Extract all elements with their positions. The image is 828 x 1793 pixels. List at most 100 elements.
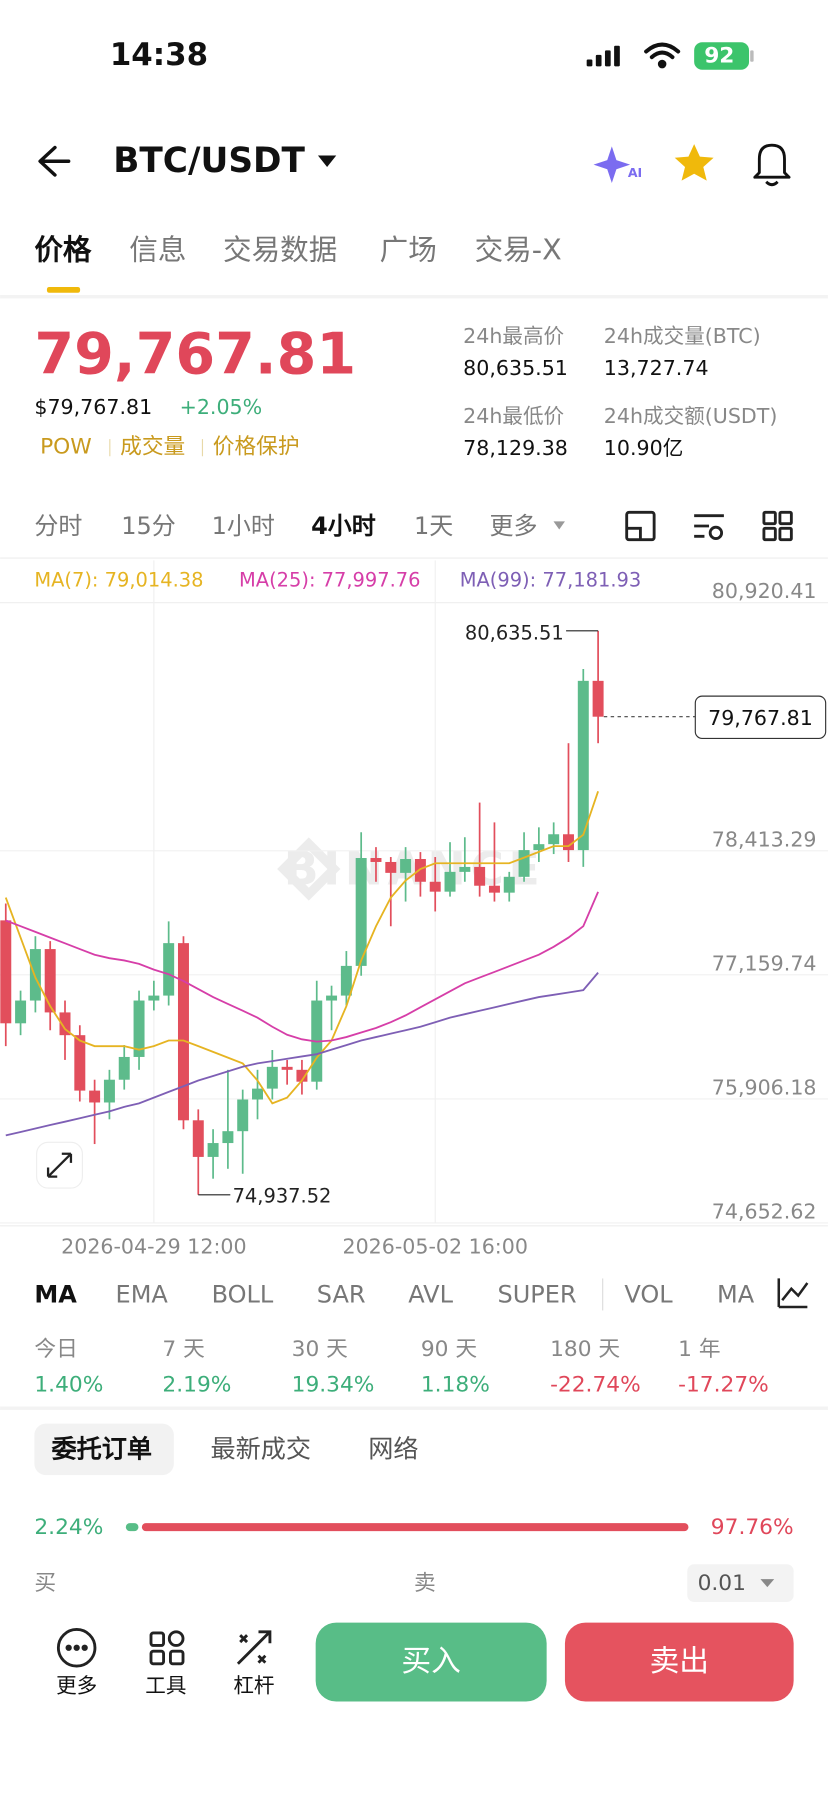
wifi-icon	[644, 42, 681, 69]
candle-body	[340, 965, 352, 996]
order-tab[interactable]: 网络	[368, 1434, 418, 1463]
performance-period: 180 天	[550, 1337, 620, 1362]
toolbar-label[interactable]: 杠杆	[233, 1674, 274, 1698]
stat-value: 13,727.74	[604, 356, 709, 380]
stat-label: 24h成交量(BTC)	[604, 324, 761, 348]
order-tab[interactable]: 最新成交	[210, 1434, 311, 1463]
candle-body	[163, 943, 175, 996]
stat-value: 78,129.38	[463, 436, 568, 460]
candle-body	[577, 680, 589, 851]
candle-body	[103, 1079, 115, 1103]
performance-period: 今日	[34, 1337, 77, 1362]
candle-body	[548, 834, 560, 845]
y-tick-label: 78,413.29	[712, 827, 817, 851]
interval-tab[interactable]: 4小时	[311, 512, 376, 540]
chart-tool-icons[interactable]	[625, 510, 793, 542]
stat-label: 24h成交额(USDT)	[604, 404, 778, 428]
divider	[0, 1406, 828, 1410]
indicator-tab[interactable]: AVL	[408, 1280, 453, 1308]
candle-body	[518, 850, 530, 877]
indicator-tab[interactable]: BOLL	[212, 1280, 274, 1308]
buy-ratio-bar	[125, 1523, 139, 1532]
indicator-settings[interactable]	[777, 1278, 809, 1309]
performance-change: 1.40%	[34, 1372, 103, 1397]
toolbar-icons[interactable]	[56, 1628, 272, 1668]
pair-dropdown[interactable]	[317, 155, 337, 167]
candle-body	[400, 859, 412, 873]
toolbar-label[interactable]: 工具	[145, 1674, 186, 1698]
interval-tab[interactable]: 15分	[121, 512, 176, 540]
candle-body	[252, 1088, 264, 1100]
pair-title[interactable]: BTC/USDT	[113, 141, 305, 181]
indicator-tab[interactable]: SUPER	[497, 1280, 576, 1308]
back-button[interactable]	[38, 145, 71, 177]
performance-change: 2.19%	[162, 1372, 231, 1397]
buy-button-label[interactable]: 买入	[401, 1644, 460, 1679]
ai-button[interactable]: AI	[593, 146, 643, 183]
tab[interactable]: 广场	[380, 232, 437, 266]
sell-column: 卖	[414, 1571, 436, 1596]
candle-body	[370, 858, 382, 862]
price-change: +2.05%	[180, 395, 263, 419]
buy-column: 买	[34, 1571, 56, 1596]
y-tick-label: 80,920.41	[712, 579, 817, 603]
more-dropdown[interactable]	[553, 521, 565, 530]
stat-label: 24h最低价	[463, 404, 564, 428]
tab[interactable]: 信息	[129, 232, 186, 266]
status-time: 14:38	[110, 37, 208, 73]
candle-body	[133, 1000, 145, 1057]
performance-change: 19.34%	[292, 1372, 375, 1397]
candle-body	[488, 885, 500, 893]
indicator-tab[interactable]: SAR	[317, 1280, 366, 1308]
price-tag[interactable]: 成交量	[120, 435, 185, 460]
stat-value: 80,635.51	[463, 356, 568, 380]
high-label: 80,635.51	[465, 622, 564, 645]
precision-value: 0.01	[698, 1571, 746, 1596]
interval-tab[interactable]: 1天	[414, 512, 453, 540]
sell-button-label[interactable]: 卖出	[650, 1644, 709, 1679]
indicator-tab[interactable]: MA	[717, 1280, 755, 1308]
buy-ratio: 2.24%	[34, 1515, 103, 1540]
alert-button[interactable]	[753, 143, 791, 187]
toolbar-label[interactable]: 更多	[56, 1674, 97, 1698]
performance-change: 1.18%	[421, 1372, 490, 1397]
tab[interactable]: 交易数据	[223, 232, 337, 266]
candle-body	[503, 876, 515, 893]
ma-line	[5, 972, 599, 1137]
y-tick-label: 77,159.74	[712, 951, 817, 975]
x-tick-label: 2026-05-02 16:00	[342, 1234, 527, 1258]
sell-button[interactable]	[564, 1622, 794, 1702]
stat-value: 10.90亿	[604, 436, 684, 460]
precision-select[interactable]	[687, 1564, 794, 1603]
indicator-tab[interactable]: EMA	[116, 1280, 169, 1308]
candle-body	[89, 1090, 101, 1103]
performance-change: -22.74%	[550, 1372, 641, 1397]
tab[interactable]: 价格	[34, 232, 92, 266]
candle-body	[15, 1000, 27, 1024]
tab-indicator	[46, 287, 81, 293]
interval-tab[interactable]: 分时	[34, 512, 82, 540]
favorite-button[interactable]	[674, 144, 714, 181]
indicator-tab[interactable]: VOL	[624, 1280, 673, 1308]
interval-tab[interactable]: 更多	[489, 512, 537, 540]
ma-line	[5, 891, 599, 1043]
interval-tab[interactable]: 1小时	[212, 512, 275, 540]
watermark-logo	[277, 837, 341, 901]
candle-body	[355, 858, 367, 966]
performance-change: -17.27%	[678, 1372, 769, 1397]
tab[interactable]: 交易-X	[475, 232, 562, 266]
price-tag[interactable]: POW	[40, 435, 92, 460]
candle-body	[296, 1069, 308, 1082]
buy-button[interactable]	[315, 1622, 547, 1702]
price-tag[interactable]: 价格保护	[213, 435, 300, 460]
candle-body	[59, 1012, 71, 1036]
candle-body	[0, 920, 12, 1024]
active-order-tab	[34, 1423, 174, 1476]
expand-icon	[46, 1152, 73, 1178]
candle-body	[222, 1131, 234, 1144]
low-label: 74,937.52	[233, 1184, 332, 1207]
performance-period: 7 天	[162, 1337, 204, 1362]
candle-body	[192, 1120, 204, 1157]
order-tab[interactable]: 委托订单	[51, 1434, 153, 1463]
indicator-tab[interactable]: MA	[34, 1280, 77, 1308]
